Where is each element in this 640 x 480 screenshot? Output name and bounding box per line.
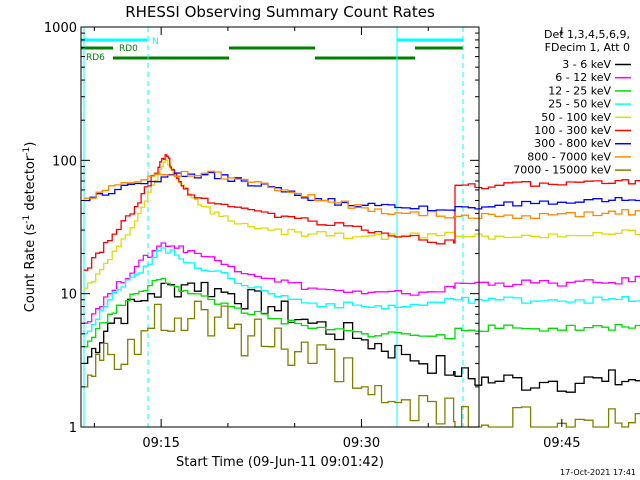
flag-bars: N RD0 RD6	[81, 37, 463, 63]
y-tick-label: 10	[60, 288, 77, 303]
legend-label: 12 - 25 keV	[548, 84, 611, 97]
series-line-800-7000-kev	[83, 170, 640, 220]
series-lines	[83, 154, 640, 428]
series-line-300-800-kev	[83, 171, 640, 212]
x-tick-label: 09:15	[142, 436, 179, 451]
legend-label: 800 - 7000 keV	[527, 150, 611, 163]
x-axis-label: Start Time (09-Jun-11 09:01:42)	[176, 455, 384, 470]
series-line-6-12-kev	[83, 242, 640, 324]
chart-title: RHESSI Observing Summary Count Rates	[125, 3, 435, 21]
timestamp: 17-Oct-2021 17:41	[560, 468, 636, 477]
y-tick-label: 1000	[44, 21, 77, 36]
series-line-100-300-kev	[83, 154, 640, 271]
flag-label-rd6: RD6	[86, 53, 105, 63]
y-tick-label: 100	[52, 154, 77, 169]
legend-header-line-2: FDecim 1, Att 0	[545, 41, 630, 54]
x-tick-label: 09:30	[343, 436, 380, 451]
plot-frame	[80, 26, 480, 428]
night-boundary-lines	[83, 27, 464, 427]
legend-label: 7000 - 15000 keV	[513, 164, 611, 177]
series-line-12-25-kev	[83, 277, 640, 348]
legend-label: 50 - 100 keV	[541, 111, 611, 124]
y-tick-label: 1	[69, 421, 77, 436]
legend-label: 6 - 12 keV	[555, 71, 611, 84]
series-line-25-50-kev	[83, 247, 640, 335]
legend-label: 25 - 50 keV	[548, 98, 611, 111]
x-tick-label: 09:45	[543, 436, 580, 451]
legend-header-line-1: Det 1,3,4,5,6,9,	[544, 28, 630, 41]
legend-label: 100 - 300 keV	[534, 124, 611, 137]
series-line-7000-15000-kev	[83, 300, 640, 428]
flag-label-n: N	[152, 37, 159, 47]
y-axis-label: Count Rate (s-1 detector-1)	[22, 142, 38, 313]
legend: Det 1,3,4,5,6,9, FDecim 1, Att 0 3 - 6 k…	[513, 28, 631, 177]
series-line-50-100-kev	[83, 159, 640, 289]
legend-label: 3 - 6 keV	[562, 58, 611, 71]
y-axis-ticks: 1 10 100 1000	[44, 21, 479, 436]
series-line-3-6-kev	[83, 281, 640, 393]
legend-label: 300 - 800 keV	[534, 137, 611, 150]
flag-label-rd0: RD0	[119, 44, 138, 54]
